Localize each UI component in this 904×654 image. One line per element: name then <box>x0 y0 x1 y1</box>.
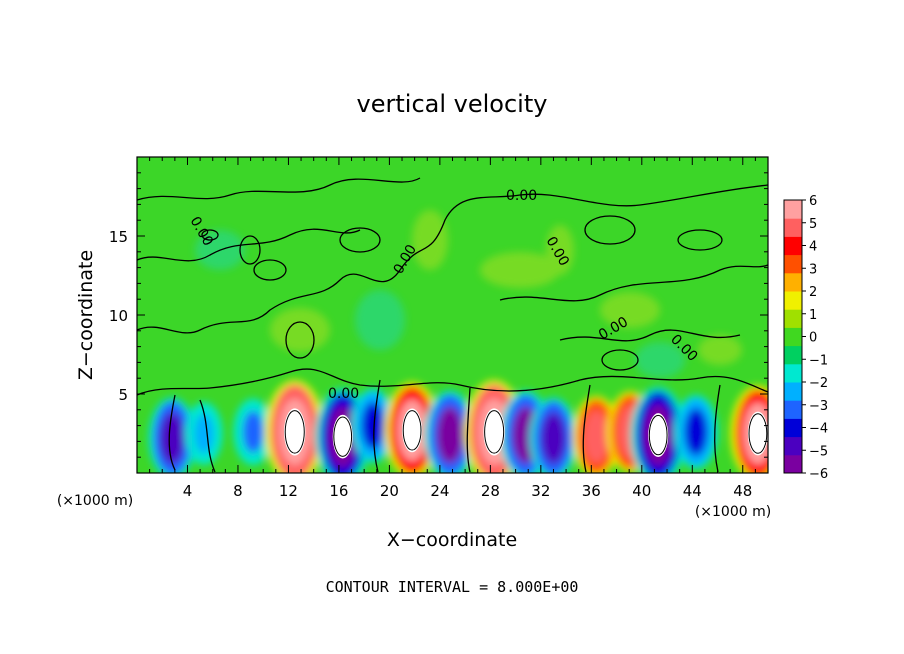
x-tick-label: 24 <box>430 482 449 500</box>
x-tick-label: 28 <box>481 482 500 500</box>
cell-core <box>284 408 306 456</box>
y-axis-ticks: 5 10 15 <box>109 172 768 458</box>
colorbar-swatch <box>784 291 802 310</box>
colorbar-swatch <box>784 345 802 365</box>
cell-center <box>584 410 609 463</box>
colorbar-swatch <box>784 363 802 383</box>
cell-core-contour <box>748 413 768 454</box>
cell-center <box>684 408 708 456</box>
colorbar-tick-label: −2 <box>809 376 828 391</box>
x-axis-ticks: 4 8 12 16 20 24 28 32 36 40 44 48 <box>149 157 756 500</box>
x-tick-label: 12 <box>279 482 298 500</box>
colorbar-tick-label: 5 <box>809 217 817 232</box>
contour-label: 0.00 <box>328 386 359 402</box>
colorbar-tick-label: 0 <box>809 331 817 346</box>
chart-title: vertical velocity <box>357 90 548 118</box>
colorbar-tick-label: −5 <box>809 444 828 459</box>
core-contours <box>284 410 768 457</box>
colorbar-tick-label: −6 <box>809 467 828 482</box>
cell-core <box>332 414 353 459</box>
x-tick-label: 20 <box>380 482 399 500</box>
contour-label: 0.00 <box>506 188 537 204</box>
x-unit-label-right: (×1000 m) <box>695 504 771 520</box>
x-axis-label: X−coordinate <box>387 529 517 551</box>
cell-core-contour <box>333 416 353 457</box>
colorbar-swatch <box>784 454 802 474</box>
x-tick-label: 40 <box>632 482 651 500</box>
x-tick-label: 16 <box>329 482 348 500</box>
cell-center <box>242 410 264 454</box>
cell-core-contour <box>648 414 668 456</box>
x-unit-label-left: (×1000 m) <box>57 493 133 509</box>
colorbar-swatch <box>784 272 802 292</box>
colorbar-swatch <box>784 382 802 401</box>
colorbar-swatch <box>784 418 802 438</box>
x-tick-label: 32 <box>531 482 550 500</box>
cell-center <box>159 412 185 465</box>
x-tick-label: 36 <box>582 482 601 500</box>
cell-core <box>747 411 768 456</box>
colorbar-swatch <box>784 200 802 219</box>
colorbar-swatch <box>784 218 802 237</box>
x-tick-label: 8 <box>233 482 243 500</box>
cell-core <box>483 408 505 456</box>
colorbar-swatch <box>784 436 802 456</box>
colorbar-swatch <box>784 327 802 347</box>
colorbar-swatch <box>784 254 802 274</box>
cell-core-contour <box>484 410 505 454</box>
x-tick-label: 48 <box>733 482 752 500</box>
colorbar-swatch <box>784 309 802 328</box>
colorbar-tick-label: −4 <box>809 422 828 437</box>
plot-area <box>137 157 768 473</box>
colorbar-tick-label: −1 <box>809 353 828 368</box>
cell-core-contour <box>402 410 422 451</box>
cell-core <box>402 408 423 453</box>
colorbar: 6 5 4 3 2 1 0 −1 −2 −3 −4 −5 −6 <box>783 194 828 482</box>
cell-center <box>436 406 464 464</box>
colorbar-tick-label: −3 <box>809 399 828 414</box>
y-axis-label: Z−coordinate <box>75 250 97 380</box>
colorbar-tick-label: 3 <box>809 262 817 277</box>
colorbar-tick-label: 1 <box>809 308 817 323</box>
velocity-cores <box>284 408 768 459</box>
x-tick-label: 44 <box>683 482 702 500</box>
y-tick-label: 10 <box>109 307 128 325</box>
x-tick-label: 4 <box>183 482 193 500</box>
y-tick-label: 15 <box>109 228 128 246</box>
contour-interval-footer: CONTOUR INTERVAL = 8.000E+00 <box>326 578 579 596</box>
cell-core <box>648 413 669 457</box>
colorbar-tick-label: 2 <box>809 285 817 300</box>
cell-center <box>361 402 385 450</box>
cell-center <box>541 412 566 465</box>
cell-core-contour <box>284 410 305 454</box>
cell-center <box>194 413 214 454</box>
colorbar-swatch <box>784 400 802 419</box>
colorbar-tick-label: 6 <box>809 194 817 209</box>
y-tick-label: 5 <box>118 386 128 404</box>
colorbar-swatch <box>784 236 802 256</box>
colorbar-tick-label: 4 <box>809 240 817 255</box>
zero-contours <box>137 177 768 473</box>
